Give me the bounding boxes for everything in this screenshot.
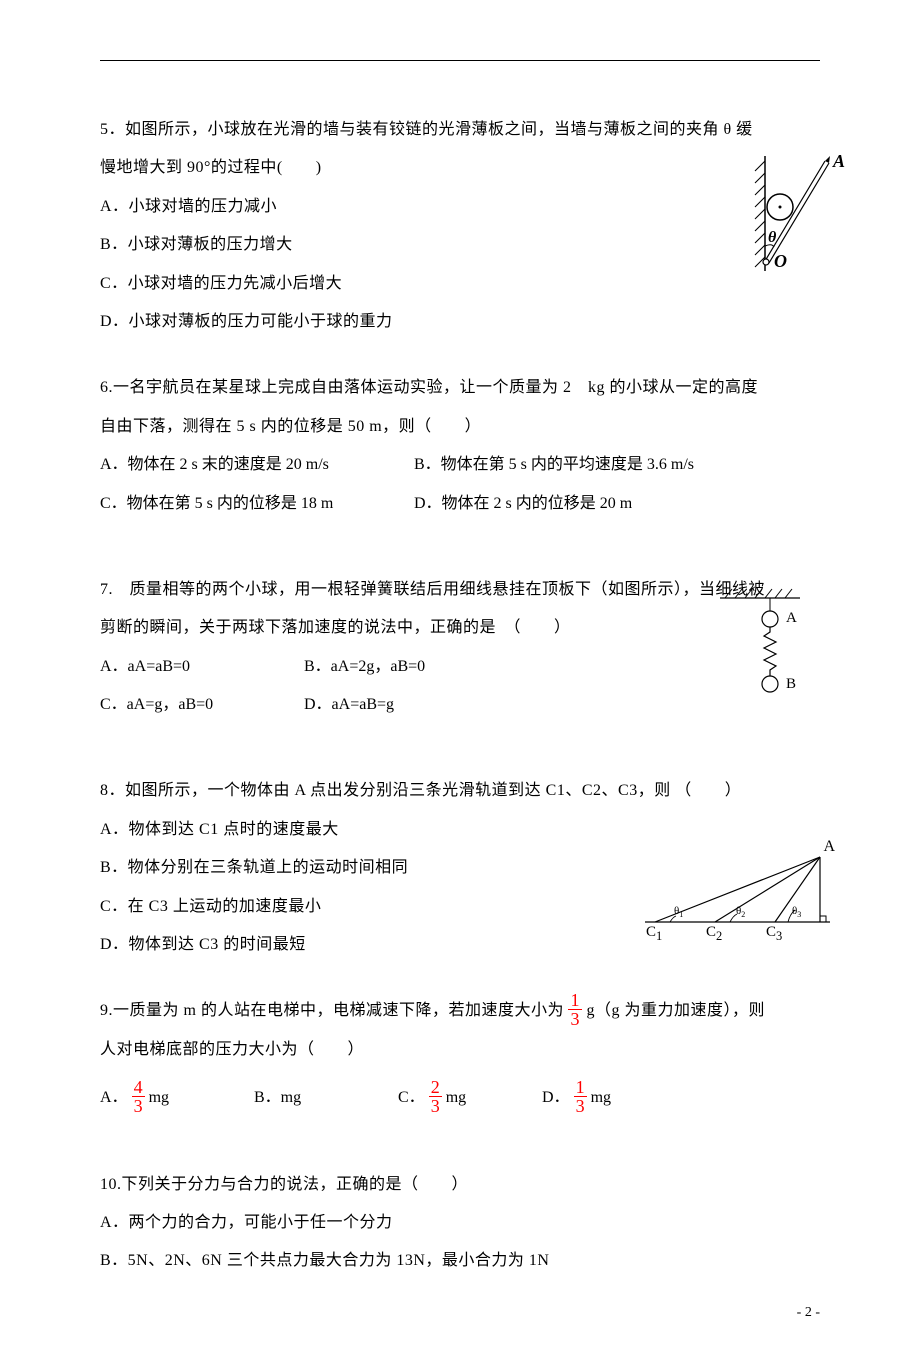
q5-stem-line1: 5．如图所示，小球放在光滑的墙与装有铰链的光滑薄板之间，当墙与薄板之间的夹角 θ… <box>100 111 820 149</box>
question-10: 10.下列关于分力与合力的说法，正确的是（ ） A．两个力的合力，可能小于任一个… <box>100 1166 820 1281</box>
q8-label-C3: C3 <box>766 924 782 944</box>
q5-stem-line2: 慢地增大到 90°的过程中( ) <box>100 149 820 187</box>
q9-fracC: 2 3 <box>429 1078 442 1115</box>
q6-stem-line2: 自由下落，测得在 5 s 内的位移是 50 m，则（ ） <box>100 408 820 446</box>
q9-A-tail: mg <box>149 1079 169 1117</box>
q9-stem-pre: 9.一质量为 m 的人站在电梯中，电梯减速下降，若加速度大小为 <box>100 1002 564 1019</box>
q9-optB: B．mg <box>254 1079 394 1117</box>
q7-optB: B．aA=2g，aB=0 <box>304 648 425 686</box>
q9-opts: A． 4 3 mg B．mg C． 2 3 mg D． 1 <box>100 1079 820 1117</box>
q10-stem: 10.下列关于分力与合力的说法，正确的是（ ） <box>100 1166 820 1204</box>
q8-label-A: A <box>823 838 835 856</box>
q8-label-th3: θ3 <box>792 905 801 919</box>
q9-D-den: 3 <box>574 1097 587 1115</box>
q5-optA: A．小球对墙的压力减小 <box>100 188 820 226</box>
q9-D-label: D． <box>542 1079 570 1117</box>
q9-C-tail: mg <box>446 1079 466 1117</box>
q7-optA: A．aA=aB=0 <box>100 648 300 686</box>
q5-label-theta: θ <box>768 229 776 247</box>
q8-label-C1: C1 <box>646 924 662 944</box>
q9-frac-stem: 1 3 <box>568 991 582 1028</box>
q7-label-A: A <box>786 610 797 627</box>
q9-fracA: 4 3 <box>132 1078 145 1115</box>
q7-optC: C．aA=g，aB=0 <box>100 686 300 724</box>
q6-opts-row1: A．物体在 2 s 末的速度是 20 m/s B．物体在第 5 s 内的平均速度… <box>100 446 820 484</box>
q5-label-A: A <box>833 151 845 172</box>
q5-label-O: O <box>774 251 787 272</box>
q10-optA: A．两个力的合力，可能小于任一个分力 <box>100 1204 820 1242</box>
q8-figure: A C1 C2 C3 θ1 θ2 θ3 <box>640 842 840 952</box>
q9-A-num: 4 <box>132 1078 145 1097</box>
q8-stem: 8．如图所示，一个物体由 A 点出发分别沿三条光滑轨道到达 C1、C2、C3，则… <box>100 772 820 810</box>
q6-stem-line1: 6.一名宇航员在某星球上完成自由落体运动实验，让一个质量为 2 kg 的小球从一… <box>100 369 820 407</box>
q5-optB: B．小球对薄板的压力增大 <box>100 226 820 264</box>
q9-optD: D． 1 3 mg <box>542 1079 611 1117</box>
q7-optD: D．aA=aB=g <box>304 686 394 724</box>
q7-label-B: B <box>786 676 796 693</box>
q6-opts-row2: C．物体在第 5 s 内的位移是 18 m D．物体在 2 s 内的位移是 20… <box>100 485 820 523</box>
question-8: 8．如图所示，一个物体由 A 点出发分别沿三条光滑轨道到达 C1、C2、C3，则… <box>100 772 820 964</box>
q9-D-num: 1 <box>574 1078 587 1097</box>
q5-figure: A θ O <box>730 151 850 281</box>
q9-A-label: A． <box>100 1079 128 1117</box>
page: 5．如图所示，小球放在光滑的墙与装有铰链的光滑薄板之间，当墙与薄板之间的夹角 θ… <box>0 0 920 1349</box>
q6-optA: A．物体在 2 s 末的速度是 20 m/s <box>100 446 410 484</box>
question-6: 6.一名宇航员在某星球上完成自由落体运动实验，让一个质量为 2 kg 的小球从一… <box>100 369 820 523</box>
q9-fracD: 1 3 <box>574 1078 587 1115</box>
q9-stem-line1: 9.一质量为 m 的人站在电梯中，电梯减速下降，若加速度大小为 1 3 g（g … <box>100 992 820 1030</box>
q6-optB: B．物体在第 5 s 内的平均速度是 3.6 m/s <box>414 446 694 484</box>
q6-optD: D．物体在 2 s 内的位移是 20 m <box>414 485 632 523</box>
question-5: 5．如图所示，小球放在光滑的墙与装有铰链的光滑薄板之间，当墙与薄板之间的夹角 θ… <box>100 111 820 341</box>
q9-frac-stem-den: 3 <box>568 1010 582 1028</box>
q9-A-den: 3 <box>132 1097 145 1115</box>
q9-C-num: 2 <box>429 1078 442 1097</box>
q9-D-tail: mg <box>591 1079 611 1117</box>
page-number: - 2 - <box>797 1305 820 1321</box>
q10-optB: B．5N、2N、6N 三个共点力最大合力为 13N，最小合力为 1N <box>100 1242 820 1280</box>
q8-label-C2: C2 <box>706 924 722 944</box>
q9-optC: C． 2 3 mg <box>398 1079 538 1117</box>
q7-svg <box>710 586 820 716</box>
q5-optC: C．小球对墙的压力先减小后增大 <box>100 265 820 303</box>
q9-stem-post: g（g 为重力加速度），则 <box>586 1002 765 1019</box>
top-rule <box>100 60 820 61</box>
q8-label-th1: θ1 <box>674 905 683 919</box>
q8-svg <box>640 842 840 952</box>
q9-C-label: C． <box>398 1079 425 1117</box>
q6-optC: C．物体在第 5 s 内的位移是 18 m <box>100 485 410 523</box>
q8-label-th2: θ2 <box>736 905 745 919</box>
question-9: 9.一质量为 m 的人站在电梯中，电梯减速下降，若加速度大小为 1 3 g（g … <box>100 992 820 1117</box>
q9-stem-line2: 人对电梯底部的压力大小为（ ） <box>100 1031 820 1069</box>
q7-figure: A B <box>710 586 820 716</box>
q9-C-den: 3 <box>429 1097 442 1115</box>
question-7: 7. 质量相等的两个小球，用一根轻弹簧联结后用细线悬挂在顶板下（如图所示），当细… <box>100 571 820 725</box>
q9-frac-stem-num: 1 <box>568 991 582 1010</box>
q5-optD: D．小球对薄板的压力可能小于球的重力 <box>100 303 820 341</box>
q9-optA: A． 4 3 mg <box>100 1079 250 1117</box>
